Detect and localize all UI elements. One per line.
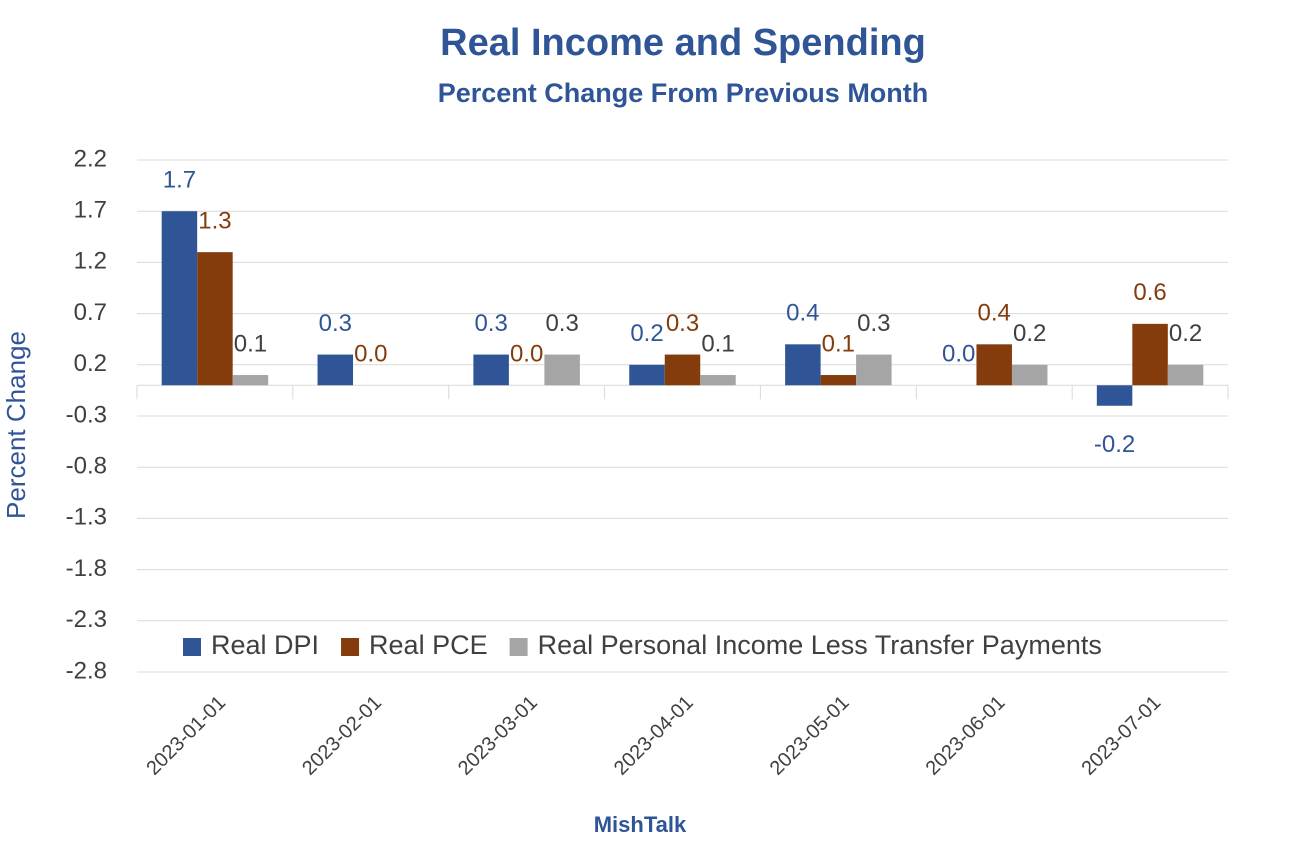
chart-subtitle: Percent Change From Previous Month [438,78,929,108]
y-tick-label: 0.7 [74,299,107,326]
bar [473,354,509,386]
y-tick-label: -2.3 [66,606,107,633]
legend-label: Real Personal Income Less Transfer Payme… [538,630,1102,660]
y-axis-title: Percent Change [1,331,31,519]
bar [976,344,1012,386]
bar [856,354,892,386]
legend-swatch [183,638,201,656]
legend-swatch [341,638,360,656]
data-label: 0.1 [822,330,855,357]
bar [232,375,269,386]
bar [664,354,701,386]
bar [317,354,354,386]
bar [1096,385,1133,406]
data-label: 0.3 [857,310,890,337]
data-label: 0.4 [786,300,819,327]
y-tick-label: 2.2 [74,145,107,172]
x-tick-label: 2023-04-01 [610,692,698,780]
x-tick-label: 2023-06-01 [922,692,1010,780]
x-tick-label: 2023-02-01 [298,692,386,780]
y-tick-label: -1.8 [66,555,107,582]
data-label: 0.1 [234,330,267,357]
data-label: 0.0 [942,341,975,368]
x-tick-label: 2023-03-01 [454,692,542,780]
bar [544,354,580,386]
data-label: 0.0 [510,341,543,368]
y-tick-label: -2.8 [66,657,107,684]
data-label: 0.3 [545,310,578,337]
bar [629,364,665,386]
y-tick-label: 1.7 [74,197,107,224]
legend-swatch [509,638,528,656]
data-label: 0.0 [354,341,387,368]
x-tick-label: 2023-07-01 [1077,692,1165,780]
chart-title: Real Income and Spending [440,22,926,64]
data-label: 0.6 [1133,279,1166,306]
data-label: 0.3 [319,310,352,337]
bar [700,375,736,386]
data-label: 0.2 [1169,320,1202,347]
y-tick-label: 1.2 [74,248,107,275]
bar [197,252,233,386]
x-tick-label: 2023-01-01 [142,692,230,780]
y-tick-label: -0.8 [66,453,107,480]
data-label: -0.2 [1094,431,1135,458]
data-label: 0.1 [701,330,734,357]
x-tick-label: 2023-05-01 [766,692,854,780]
data-label: 0.4 [978,300,1011,327]
data-label: 0.3 [666,310,699,337]
legend-label: Real PCE [369,630,488,660]
data-label: 0.2 [1013,320,1046,347]
data-label: 0.2 [630,320,663,347]
bar [1132,323,1168,386]
legend-label: Real DPI [211,630,319,660]
data-label: 1.3 [198,208,231,235]
bar [785,344,821,386]
bar [161,211,198,386]
y-tick-label: 0.2 [74,350,107,377]
bar [1167,364,1204,386]
y-tick-label: -0.3 [66,401,107,428]
bar [1011,364,1048,386]
x-axis-title: MishTalk [594,812,687,837]
bar [820,375,857,386]
data-label: 1.7 [163,167,196,194]
y-tick-label: -1.3 [66,504,107,531]
data-label: 0.3 [474,310,507,337]
